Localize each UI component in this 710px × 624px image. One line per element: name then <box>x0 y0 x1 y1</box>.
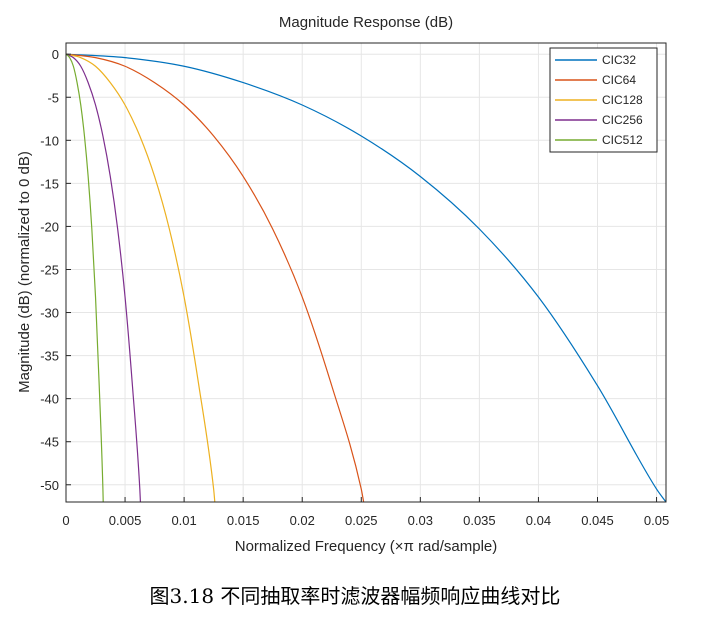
y-tick-label: -30 <box>40 306 59 321</box>
x-axis-label: Normalized Frequency (×π rad/sample) <box>235 538 498 555</box>
x-tick-label: 0.045 <box>581 513 614 528</box>
x-tick-label: 0.035 <box>463 513 496 528</box>
series-line-cic128 <box>65 53 216 503</box>
legend-label-cic512: CIC512 <box>602 133 643 147</box>
plot-area-frame <box>65 42 667 503</box>
legend-label-cic32: CIC32 <box>602 53 636 67</box>
x-tick-label: 0.015 <box>227 513 260 528</box>
y-tick-label: -35 <box>40 349 59 364</box>
chart-title: Magnitude Response (dB) <box>279 14 453 31</box>
x-tick-label: 0.04 <box>526 513 551 528</box>
y-tick-label: -50 <box>40 478 59 493</box>
y-tick-label: -15 <box>40 176 59 191</box>
y-tick-label: -25 <box>40 262 59 277</box>
legend-label-cic256: CIC256 <box>602 113 643 127</box>
x-tick-label: 0.005 <box>109 513 142 528</box>
y-tick-label: -40 <box>40 392 59 407</box>
x-axis: 0 0.005 0.01 0.015 0.02 0.025 0.03 0.035 0.04 0.0… <box>62 497 669 528</box>
y-tick-label: -20 <box>40 219 59 234</box>
y-axis: 0 -5 -10 -15 -20 -25 -30 -35 -40 -45 -50 <box>40 47 71 493</box>
y-tick-label: -10 <box>40 133 59 148</box>
series-lines <box>65 53 667 503</box>
y-tick-label: -45 <box>40 435 59 450</box>
x-tick-label: 0.01 <box>171 513 196 528</box>
x-tick-label: 0.02 <box>290 513 315 528</box>
series-line-cic64 <box>65 53 365 503</box>
series-line-cic32 <box>65 53 667 503</box>
series-line-cic512 <box>65 53 104 503</box>
y-tick-label: 0 <box>52 47 59 62</box>
x-tick-label: 0.03 <box>408 513 433 528</box>
x-tick-label: 0.05 <box>644 513 669 528</box>
y-tick-label: -5 <box>47 90 59 105</box>
legend: CIC32 CIC64 CIC128 CIC256 CIC512 <box>549 47 658 153</box>
x-tick-label: 0 <box>62 513 69 528</box>
figure-caption: 图3.18 不同抽取率时滤波器幅频响应曲线对比 <box>149 584 561 608</box>
x-tick-label: 0.025 <box>345 513 378 528</box>
series-line-cic256 <box>65 53 142 503</box>
legend-label-cic128: CIC128 <box>602 93 643 107</box>
y-axis-label: Magnitude (dB) (normalized to 0 dB) <box>16 151 33 393</box>
legend-label-cic64: CIC64 <box>602 73 636 87</box>
grid-lines <box>65 43 666 502</box>
